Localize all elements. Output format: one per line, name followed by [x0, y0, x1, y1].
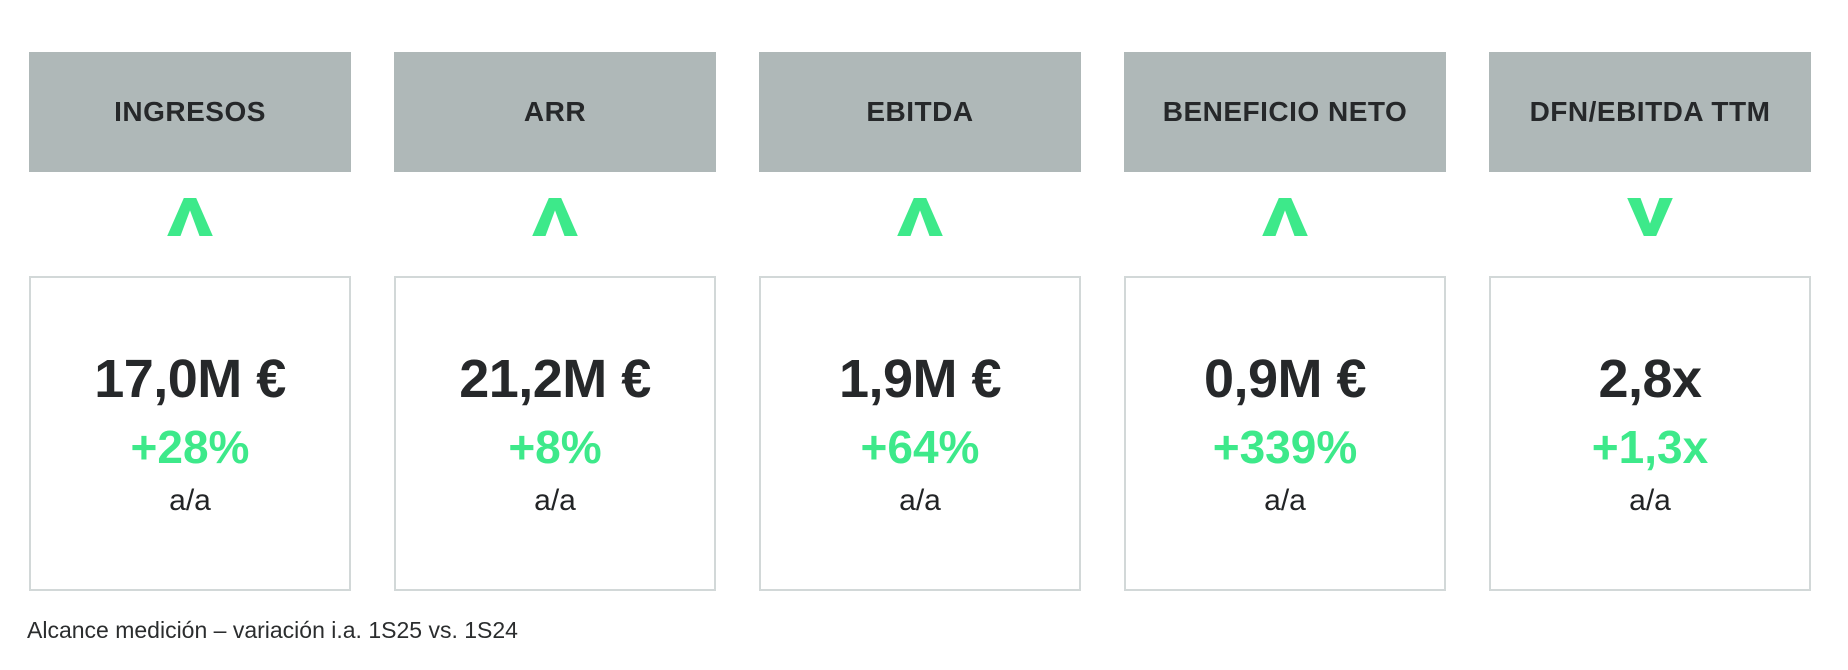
- kpi-card: 0,9M € +339% a/a: [1124, 276, 1446, 591]
- kpi-value: 2,8x: [1598, 348, 1702, 409]
- kpi-header: BENEFICIO NETO: [1124, 52, 1446, 172]
- kpi-period: a/a: [1264, 483, 1306, 517]
- kpi-header: ARR: [394, 52, 716, 172]
- kpi-card: 21,2M € +8% a/a: [394, 276, 716, 591]
- trend-up-icon: [896, 198, 944, 236]
- kpi-period: a/a: [169, 483, 211, 517]
- kpi-column-ebitda: EBITDA 1,9M € +64% a/a: [759, 52, 1081, 591]
- kpi-header-label: ARR: [523, 96, 587, 127]
- kpi-change: +339%: [1212, 420, 1358, 473]
- kpi-column-dfn-ebitda-ttm: DFN/EBITDA TTM 2,8x +1,3x a/a: [1489, 52, 1811, 591]
- kpi-header-label: DFN/EBITDA TTM: [1529, 96, 1771, 127]
- kpi-value: 17,0M €: [94, 348, 286, 409]
- kpi-header-label: EBITDA: [866, 96, 974, 127]
- kpi-change: +1,3x: [1591, 420, 1709, 473]
- trend-up-icon: [166, 198, 214, 236]
- kpi-card: 1,9M € +64% a/a: [759, 276, 1081, 591]
- kpi-header: EBITDA: [759, 52, 1081, 172]
- kpi-change: +8%: [508, 420, 602, 473]
- trend-up-icon: [531, 198, 579, 236]
- footnote: Alcance medición – variación i.a. 1S25 v…: [27, 617, 518, 643]
- kpi-column-beneficio-neto: BENEFICIO NETO 0,9M € +339% a/a: [1124, 52, 1446, 591]
- kpi-column-ingresos: INGRESOS 17,0M € +28% a/a: [29, 52, 351, 591]
- kpi-change: +28%: [130, 420, 250, 473]
- kpi-header: INGRESOS: [29, 52, 351, 172]
- kpi-header: DFN/EBITDA TTM: [1489, 52, 1811, 172]
- kpi-header-label: BENEFICIO NETO: [1162, 96, 1408, 127]
- kpi-value: 1,9M €: [838, 348, 1002, 409]
- kpi-value: 21,2M €: [459, 348, 651, 409]
- kpi-columns: INGRESOS 17,0M € +28% a/a ARR: [29, 52, 1811, 591]
- kpi-value: 0,9M €: [1203, 348, 1367, 409]
- kpi-card: 17,0M € +28% a/a: [29, 276, 351, 591]
- kpi-period: a/a: [1629, 483, 1671, 517]
- kpi-period: a/a: [534, 483, 576, 517]
- trend-down-icon: [1626, 198, 1674, 236]
- kpi-period: a/a: [899, 483, 941, 517]
- kpi-change: +64%: [860, 420, 980, 473]
- trend-up-icon: [1261, 198, 1309, 236]
- kpi-card: 2,8x +1,3x a/a: [1489, 276, 1811, 591]
- kpi-header-label: INGRESOS: [114, 96, 266, 127]
- kpi-column-arr: ARR 21,2M € +8% a/a: [394, 52, 716, 591]
